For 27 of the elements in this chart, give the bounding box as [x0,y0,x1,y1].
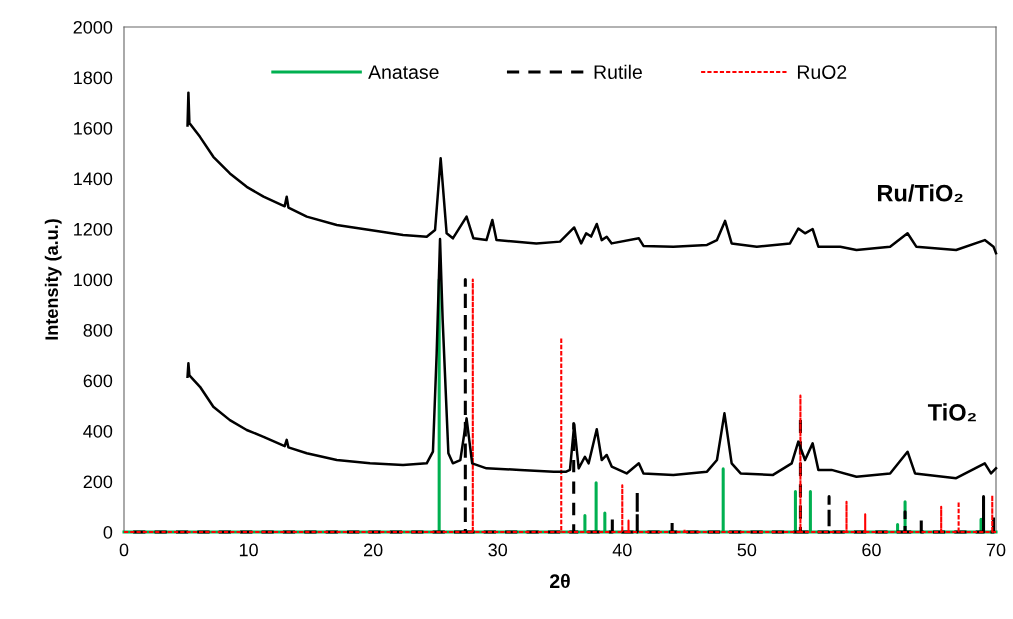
y-tick-label: 1400 [74,172,113,186]
y-tick-label: 400 [83,424,113,438]
y-tick-label: 1800 [74,71,113,85]
x-tick-label: 70 [986,543,1006,557]
y-tick-label: 0 [103,525,113,539]
y-tick-label: 2000 [73,20,113,34]
x-tick-label: 0 [119,543,129,557]
y-tick-label: 200 [83,475,113,489]
y-tick-label: 1600 [74,121,113,135]
x-tick-label: 40 [612,543,632,557]
y-tick-label: 800 [83,323,113,337]
legend-label: Anatase [368,65,439,79]
x-axis-title: 2θ [550,573,570,589]
y-tick-label: 1000 [74,273,113,287]
x-tick-label: 60 [862,543,881,557]
x-tick-label: 50 [737,543,757,557]
annotation: Ru/TiO₂ [877,184,963,203]
legend-label: RuO2 [797,65,847,79]
line-series [186,91,998,255]
y-axis-title: Intensity (a.u.) [44,219,62,340]
annotation: TiO₂ [927,403,976,422]
legend-label: Rutile [594,64,642,79]
y-tick-label: 1200 [74,222,113,236]
x-tick-label: 10 [239,543,258,557]
x-tick-label: 30 [488,543,508,557]
y-tick-label: 600 [83,374,113,388]
x-tick-label: 20 [364,543,383,557]
